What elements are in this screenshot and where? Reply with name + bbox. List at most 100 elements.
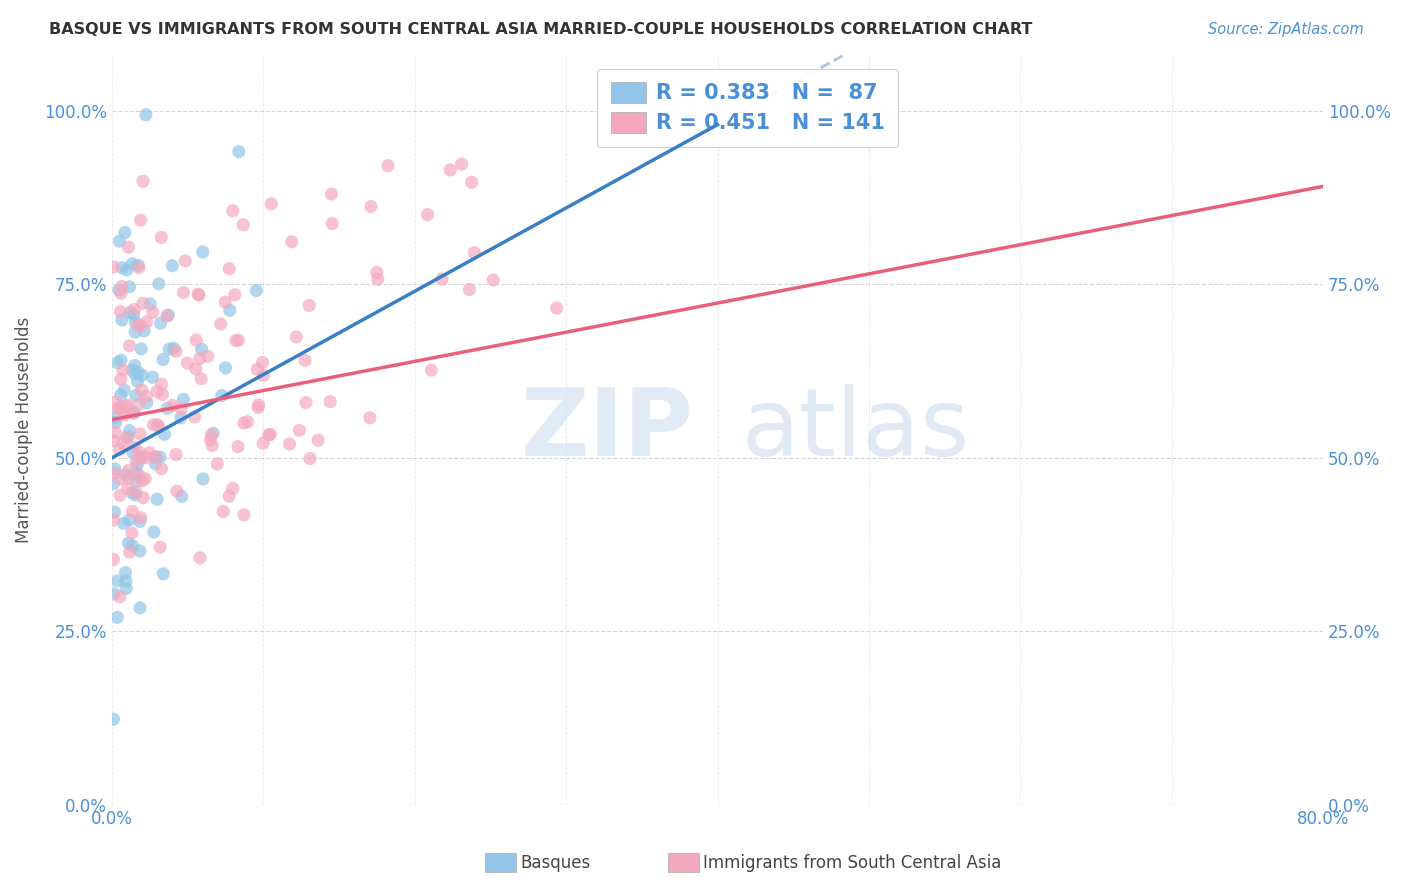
- Point: [122, 446, 145, 460]
- Point: [228, 145, 250, 159]
- Point: [124, 488, 146, 502]
- Point: [162, 342, 184, 356]
- Point: [152, 566, 174, 581]
- Point: [108, 401, 131, 416]
- Point: [108, 234, 131, 248]
- Point: [114, 566, 136, 580]
- Point: [245, 284, 267, 298]
- Point: [129, 544, 152, 558]
- Point: [104, 466, 127, 480]
- Point: [105, 574, 128, 588]
- Point: [257, 428, 280, 442]
- Point: [359, 410, 381, 425]
- Point: [170, 401, 193, 416]
- Point: [188, 550, 211, 565]
- Point: [131, 451, 153, 466]
- Point: [280, 235, 302, 249]
- Point: [103, 712, 125, 726]
- Point: [117, 463, 139, 477]
- Point: [360, 200, 382, 214]
- Text: Immigrants from South Central Asia: Immigrants from South Central Asia: [703, 854, 1001, 871]
- Point: [127, 318, 149, 333]
- Point: [124, 440, 146, 454]
- Point: [103, 552, 125, 566]
- Point: [104, 416, 127, 430]
- Point: [118, 280, 141, 294]
- Point: [165, 448, 187, 462]
- Point: [110, 304, 132, 318]
- Point: [121, 539, 143, 553]
- Point: [247, 398, 270, 412]
- Point: [377, 159, 399, 173]
- Point: [124, 325, 146, 339]
- Point: [118, 424, 141, 438]
- Point: [252, 368, 274, 383]
- Point: [117, 471, 139, 485]
- Point: [121, 504, 143, 518]
- Point: [214, 360, 236, 375]
- Point: [226, 440, 249, 454]
- Point: [115, 430, 138, 444]
- Point: [233, 508, 256, 522]
- Point: [129, 514, 152, 528]
- Point: [367, 272, 389, 286]
- Point: [129, 319, 152, 334]
- Point: [127, 366, 149, 380]
- Text: atlas: atlas: [742, 384, 970, 476]
- Point: [190, 342, 212, 356]
- Point: [131, 368, 153, 383]
- Point: [150, 377, 173, 392]
- Point: [222, 203, 245, 218]
- Point: [152, 352, 174, 367]
- Point: [148, 419, 170, 434]
- Point: [170, 410, 193, 425]
- Point: [115, 582, 138, 596]
- Point: [232, 416, 254, 430]
- Point: [166, 484, 188, 499]
- Point: [128, 467, 150, 482]
- Point: [149, 450, 172, 464]
- Point: [135, 315, 157, 329]
- Point: [149, 540, 172, 554]
- Point: [118, 513, 141, 527]
- Point: [152, 387, 174, 401]
- Point: [103, 505, 125, 519]
- Point: [278, 437, 301, 451]
- Point: [288, 423, 311, 437]
- Point: [458, 283, 481, 297]
- Point: [118, 545, 141, 559]
- Point: [112, 383, 135, 397]
- Point: [111, 260, 134, 275]
- Point: [110, 286, 132, 301]
- Point: [420, 363, 443, 377]
- Point: [107, 401, 129, 416]
- Point: [112, 408, 135, 422]
- Point: [160, 259, 183, 273]
- Point: [132, 296, 155, 310]
- Point: [128, 397, 150, 411]
- Point: [295, 395, 318, 409]
- Point: [107, 356, 129, 370]
- Point: [103, 434, 125, 448]
- Point: [115, 399, 138, 413]
- Point: [108, 442, 131, 457]
- Point: [546, 301, 568, 316]
- Point: [247, 401, 270, 415]
- Point: [124, 316, 146, 330]
- Point: [200, 433, 222, 447]
- Point: [146, 492, 169, 507]
- Point: [108, 590, 131, 604]
- Point: [209, 317, 232, 331]
- Point: [139, 297, 162, 311]
- Legend: R = 0.383   N =  87, R = 0.451   N = 141: R = 0.383 N = 87, R = 0.451 N = 141: [598, 69, 898, 147]
- Point: [214, 295, 236, 310]
- Point: [232, 218, 254, 232]
- Point: [146, 384, 169, 399]
- Point: [120, 305, 142, 319]
- Point: [129, 600, 152, 615]
- Point: [463, 245, 485, 260]
- Point: [145, 457, 167, 471]
- Point: [115, 468, 138, 483]
- Point: [148, 277, 170, 291]
- Point: [111, 436, 134, 450]
